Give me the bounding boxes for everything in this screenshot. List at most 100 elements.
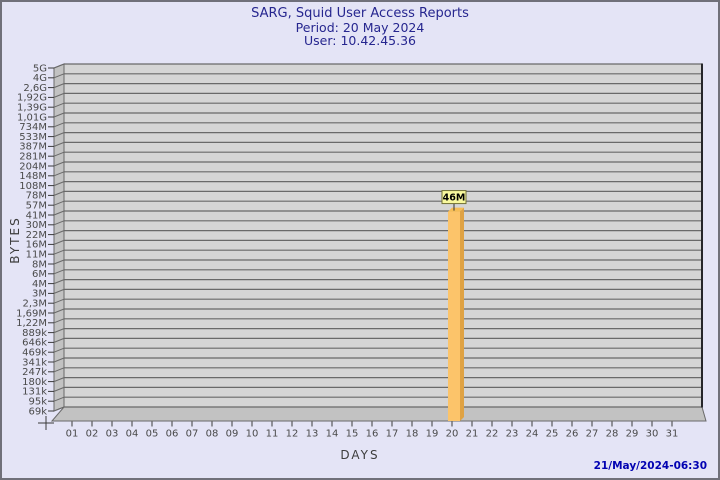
x-tick-label: 29 bbox=[626, 429, 639, 440]
wall-gridline bbox=[53, 279, 65, 285]
x-tick-label: 31 bbox=[666, 429, 679, 440]
x-tick-label: 09 bbox=[226, 429, 239, 440]
y-tick-label: 387M bbox=[19, 142, 47, 153]
wall-gridline bbox=[53, 73, 65, 79]
bar bbox=[448, 211, 460, 421]
x-tick-label: 17 bbox=[386, 429, 399, 440]
y-tick-label: 6M bbox=[32, 269, 47, 280]
x-tick-label: 12 bbox=[286, 429, 299, 440]
wall-gridline bbox=[53, 406, 65, 412]
bar-value-box bbox=[441, 190, 467, 205]
wall-gridline bbox=[53, 249, 65, 255]
y-tick-label: 1,01G bbox=[17, 112, 47, 123]
x-tick-label: 20 bbox=[446, 429, 459, 440]
x-tick-label: 21 bbox=[466, 429, 479, 440]
bar-top-face bbox=[448, 207, 464, 212]
x-tick-label: 26 bbox=[566, 429, 579, 440]
y-tick-label: 247k bbox=[22, 367, 47, 378]
y-tick-label: 281M bbox=[19, 152, 47, 163]
x-tick-label: 14 bbox=[326, 429, 339, 440]
x-tick-label: 03 bbox=[106, 429, 119, 440]
wall-gridline bbox=[53, 161, 65, 167]
plot-area bbox=[64, 64, 702, 407]
wall-gridline bbox=[53, 269, 65, 275]
y-tick-label: 469k bbox=[22, 348, 47, 359]
y-tick-label: 180k bbox=[22, 377, 47, 388]
y-tick-label: 734M bbox=[19, 122, 47, 133]
y-tick-label: 78M bbox=[26, 191, 47, 202]
x-tick-label: 11 bbox=[266, 429, 279, 440]
y-tick-label: 533M bbox=[19, 132, 47, 143]
wall-gridline bbox=[53, 181, 65, 187]
wall-gridline bbox=[53, 357, 65, 363]
x-tick-label: 10 bbox=[246, 429, 259, 440]
report-user: User: 10.42.45.36 bbox=[304, 33, 416, 48]
y-tick-label: 148M bbox=[19, 171, 47, 182]
y-tick-label: 11M bbox=[26, 250, 47, 261]
x-axis-title: DAYS bbox=[340, 448, 380, 462]
report-period: Period: 20 May 2024 bbox=[295, 19, 425, 35]
wall-gridline bbox=[53, 151, 65, 157]
wall-gridline bbox=[53, 386, 65, 392]
x-tick-label: 23 bbox=[506, 429, 519, 440]
x-tick-label: 22 bbox=[486, 429, 499, 440]
x-tick-label: 04 bbox=[126, 429, 139, 440]
y-tick-label: 646k bbox=[22, 338, 47, 349]
x-tick-label: 07 bbox=[186, 429, 199, 440]
x-tick-label: 13 bbox=[306, 429, 319, 440]
x-tick-label: 24 bbox=[526, 429, 539, 440]
y-tick-label: 108M bbox=[19, 181, 47, 192]
x-tick-label: 08 bbox=[206, 429, 219, 440]
y-tick-label: 889k bbox=[22, 328, 47, 339]
wall-gridline bbox=[53, 63, 65, 69]
wall-gridline bbox=[53, 132, 65, 138]
wall-gridline bbox=[53, 230, 65, 236]
y-tick-label: 4M bbox=[32, 279, 47, 290]
y-axis-title: BYTES bbox=[8, 216, 22, 264]
bar-value-label: 46M bbox=[443, 192, 466, 203]
generation-timestamp: 21/May/2024-06:30 bbox=[593, 460, 707, 472]
wall-gridline bbox=[53, 92, 65, 98]
y-tick-label: 2,6G bbox=[23, 83, 47, 94]
y-tick-label: 4G bbox=[33, 73, 47, 84]
y-tick-label: 41M bbox=[26, 210, 47, 221]
wall-gridline bbox=[53, 200, 65, 206]
y-tick-label: 30M bbox=[26, 220, 47, 231]
y-tick-label: 22M bbox=[26, 230, 47, 241]
y-tick-label: 57M bbox=[26, 201, 47, 212]
report-title: SARG, Squid User Access Reports bbox=[251, 6, 469, 21]
wall-gridline bbox=[53, 141, 65, 147]
x-tick-label: 02 bbox=[86, 429, 99, 440]
y-tick-label: 1,39G bbox=[17, 103, 47, 114]
floor bbox=[50, 406, 707, 422]
y-tick-label: 204M bbox=[19, 161, 47, 172]
x-tick-label: 18 bbox=[406, 429, 419, 440]
y-tick-label: 16M bbox=[26, 240, 47, 251]
wall-gridline bbox=[53, 220, 65, 226]
x-tick-label: 01 bbox=[66, 429, 79, 440]
y-tick-label: 1,22M bbox=[16, 318, 47, 329]
x-tick-label: 16 bbox=[366, 429, 379, 440]
wall-gridline bbox=[53, 259, 65, 265]
x-tick-label: 15 bbox=[346, 429, 359, 440]
wall-gridline bbox=[53, 288, 65, 294]
y-tick-label: 3M bbox=[32, 289, 47, 300]
wall-gridline bbox=[53, 328, 65, 334]
wall-gridline bbox=[53, 83, 65, 89]
bar-side-face bbox=[460, 207, 464, 421]
wall-gridline bbox=[53, 318, 65, 324]
x-tick-label: 25 bbox=[546, 429, 559, 440]
x-tick-label: 19 bbox=[426, 429, 439, 440]
wall-gridline bbox=[53, 210, 65, 216]
y-tick-label: 8M bbox=[32, 259, 47, 270]
x-tick-label: 30 bbox=[646, 429, 659, 440]
wall-gridline bbox=[53, 102, 65, 108]
x-tick-label: 27 bbox=[586, 429, 599, 440]
y-tick-label: 131k bbox=[22, 387, 47, 398]
wall-gridline bbox=[53, 347, 65, 353]
wall-gridline bbox=[53, 337, 65, 343]
y-tick-label: 69k bbox=[28, 406, 47, 417]
report-header: SARG, Squid User Access Reports Period: … bbox=[2, 7, 718, 48]
